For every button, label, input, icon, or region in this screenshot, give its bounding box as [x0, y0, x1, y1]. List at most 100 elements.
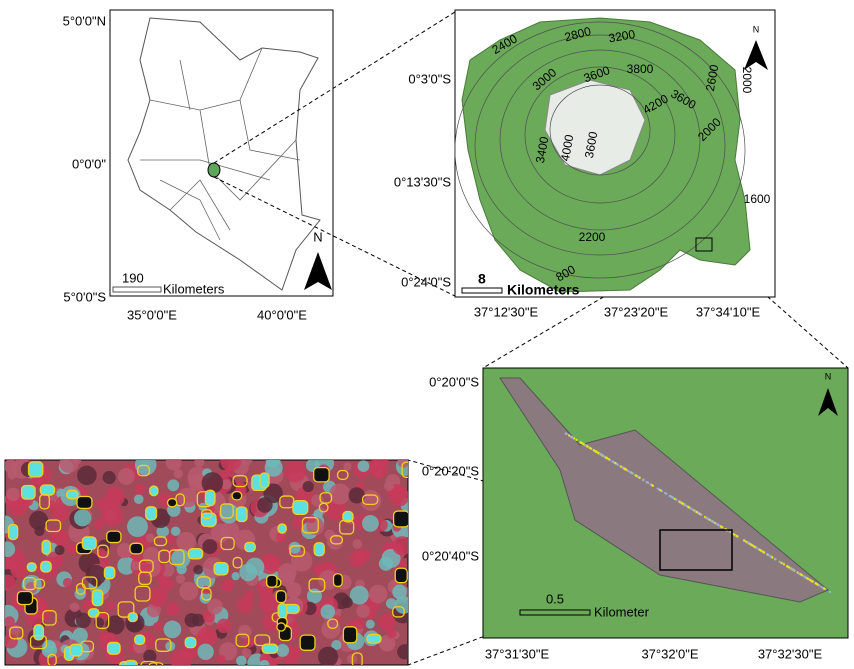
- contour-label: 2800: [563, 24, 593, 45]
- crown-outline: [276, 622, 286, 632]
- tree-crown: [165, 534, 176, 545]
- tree-point: [809, 579, 813, 582]
- tree-crown: [170, 649, 192, 665]
- tree-crown: [357, 460, 370, 473]
- tree-crown: [349, 585, 369, 605]
- tree-crown: [104, 487, 125, 507]
- tree-crown: [241, 647, 252, 658]
- tree-point: [780, 561, 783, 565]
- crown-outline: [103, 566, 116, 580]
- tree-point: [680, 501, 683, 505]
- scale-unit: Kilometer: [594, 604, 650, 619]
- tree-crown: [244, 590, 255, 601]
- crown-outline: [124, 659, 138, 665]
- crown-outline: [275, 590, 287, 604]
- tree-crown: [397, 644, 408, 660]
- tree-point: [629, 470, 632, 474]
- crown-outline: [97, 544, 109, 559]
- tree-point: [814, 582, 817, 585]
- crown-outline: [200, 509, 213, 520]
- lat-label: 0°24'0"S: [401, 274, 451, 289]
- lon-label: 37°34'10"E: [696, 304, 761, 319]
- tree-crown: [10, 561, 28, 579]
- tree-crown: [5, 616, 15, 628]
- crown-outline: [220, 536, 235, 551]
- crown-outline: [39, 493, 50, 510]
- tree-point: [717, 523, 720, 527]
- tree-crown: [275, 532, 286, 543]
- tree-crown: [105, 615, 125, 635]
- tree-crown: [5, 557, 14, 570]
- lat-label: 5°0'0"N: [63, 13, 106, 28]
- tree-crown: [356, 604, 370, 618]
- crown-outline: [7, 523, 19, 541]
- crown-outline: [155, 638, 172, 652]
- tree-point: [571, 436, 574, 439]
- tree-crown: [331, 640, 342, 651]
- tree-point: [792, 569, 795, 572]
- tree-crown: [171, 548, 191, 569]
- crown-outline: [33, 624, 45, 641]
- scale-unit: Kilometers: [507, 282, 580, 298]
- north-label: N: [825, 371, 832, 381]
- tree-crown: [82, 599, 94, 611]
- tree-crown: [276, 643, 290, 657]
- lat-label: 0°20'0"S: [429, 374, 479, 389]
- tree-crown: [170, 526, 181, 537]
- tree-crown: [127, 516, 148, 538]
- contour-label: 3400: [533, 135, 551, 164]
- tree-point: [720, 525, 724, 529]
- tree-crown: [321, 619, 341, 639]
- crown-outline: [301, 516, 319, 534]
- tree-crown: [5, 541, 16, 558]
- crown-outline: [20, 484, 36, 500]
- lon-label: 40°0'0"E: [257, 307, 307, 322]
- tree-point: [695, 511, 699, 514]
- tree-crown: [72, 627, 88, 644]
- crown-outline: [327, 618, 339, 629]
- tree-crown: [179, 581, 199, 601]
- tree-point: [601, 454, 604, 457]
- crown-outline: [338, 519, 355, 535]
- crown-outline: [39, 484, 56, 496]
- tree-point: [598, 452, 602, 456]
- tree-crown: [167, 479, 180, 492]
- scale-bar: [112, 286, 162, 293]
- north-label: N: [753, 24, 760, 34]
- tree-point: [582, 442, 585, 446]
- crown-outline: [81, 536, 97, 551]
- lon-label: 37°32'30"E: [758, 646, 823, 661]
- tree-crown: [202, 539, 218, 555]
- crown-outline: [16, 590, 34, 606]
- lon-label: 37°12'30"E: [474, 304, 539, 319]
- tree-crown: [175, 574, 186, 584]
- lat-label: 0°20'40"S: [422, 548, 479, 563]
- tree-crown: [352, 617, 365, 630]
- tree-crown: [148, 587, 168, 607]
- tree-point: [690, 507, 693, 510]
- tree-point: [579, 441, 582, 444]
- tree-crown: [5, 633, 18, 649]
- crown-outline: [76, 495, 93, 510]
- tree-crown: [284, 460, 307, 483]
- scale-bar: [461, 287, 503, 294]
- crown-outline: [254, 634, 271, 647]
- tree-points: [564, 432, 832, 594]
- tree-crown: [368, 584, 388, 604]
- tree-crown: [392, 584, 407, 600]
- tree-crown: [62, 577, 73, 588]
- scale-value: 0.5: [546, 591, 564, 606]
- crown-outline: [45, 519, 62, 533]
- crown-outline: [29, 634, 48, 650]
- crown-outline: [81, 576, 98, 590]
- tree-point: [626, 469, 630, 473]
- tree-crown: [348, 487, 365, 504]
- tree-crown: [259, 594, 278, 614]
- tree-crown: [73, 509, 92, 527]
- tree-crown: [259, 659, 270, 665]
- tree-point: [714, 522, 718, 525]
- tree-point: [642, 478, 645, 482]
- contour-label: 2200: [579, 230, 606, 244]
- tree-point: [638, 476, 641, 479]
